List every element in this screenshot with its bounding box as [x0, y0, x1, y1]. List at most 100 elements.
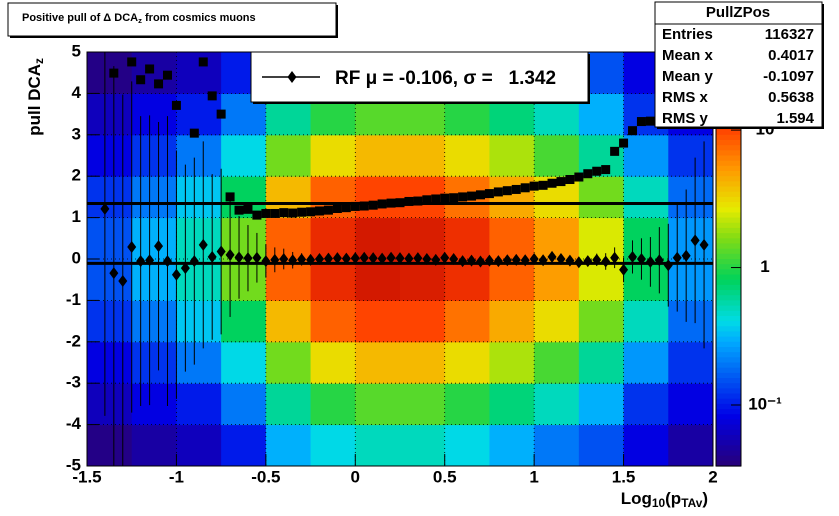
- y-tick-label: -5: [66, 455, 81, 474]
- diamond-marker: [583, 255, 593, 268]
- square-marker: [529, 181, 539, 191]
- diamond-marker: [520, 254, 530, 267]
- diamond-marker: [422, 253, 432, 265]
- heat-cell: [444, 424, 490, 466]
- color-bar-slice: [716, 305, 741, 312]
- heat-cell: [265, 341, 312, 384]
- diamond-marker: [288, 254, 298, 267]
- diamond-marker: [118, 274, 128, 287]
- heat-cell: [87, 176, 133, 219]
- heat-cell: [176, 176, 222, 219]
- heat-cell: [623, 424, 669, 466]
- heat-cell: [355, 176, 401, 219]
- color-bar-slice: [716, 233, 741, 239]
- square-marker: [645, 116, 655, 126]
- diamond-marker: [315, 253, 325, 265]
- square-marker: [395, 198, 405, 208]
- heat-cell: [400, 300, 446, 343]
- x-tick-label: 1: [529, 467, 538, 486]
- x-tick-label: 0.5: [433, 467, 457, 486]
- square-marker: [520, 183, 530, 193]
- heat-cell: [176, 383, 222, 426]
- color-bar-slice: [716, 165, 741, 172]
- heat-cell: [400, 341, 446, 384]
- heat-cell: [534, 341, 580, 384]
- diamond-marker: [154, 240, 164, 253]
- square-marker: [127, 57, 137, 67]
- heat-cell: [444, 217, 490, 260]
- diamond-marker: [502, 254, 512, 267]
- diamond-marker: [279, 253, 289, 265]
- x-axis-title-part: (p: [665, 489, 681, 508]
- square-marker: [628, 126, 638, 136]
- diamond-marker: [645, 255, 655, 268]
- color-bar-slice: [716, 357, 741, 364]
- square-marker: [386, 198, 396, 208]
- diamond-marker: [449, 253, 459, 265]
- diamond-marker: [654, 254, 664, 267]
- square-marker: [225, 192, 235, 202]
- square-marker: [574, 172, 584, 182]
- square-marker: [431, 194, 441, 204]
- heat-cell: [400, 383, 446, 426]
- diamond-marker: [252, 251, 262, 264]
- square-marker: [297, 207, 307, 217]
- diamond-marker: [162, 255, 172, 268]
- color-bar-slice: [716, 227, 741, 234]
- square-marker: [162, 70, 172, 80]
- heat-cell: [131, 93, 177, 136]
- square-marker: [189, 128, 199, 138]
- diamond-marker: [511, 253, 521, 266]
- heat-cell: [578, 383, 625, 426]
- heat-cell: [578, 259, 625, 301]
- stats-label: Entries: [662, 26, 713, 43]
- color-bar-slice: [716, 129, 741, 136]
- diamond-marker: [574, 256, 584, 269]
- diamond-marker: [556, 253, 566, 265]
- heat-cell: [221, 341, 267, 384]
- diamond-marker: [207, 250, 217, 263]
- heat-cell: [489, 341, 535, 384]
- color-bar-slice: [716, 341, 741, 348]
- diamond-marker: [145, 254, 155, 267]
- diamond-marker: [636, 253, 646, 265]
- color-bar-slice: [716, 378, 741, 384]
- x-tick-label: 0: [351, 467, 360, 486]
- diamond-marker: [109, 267, 119, 280]
- stats-value: 116327: [765, 26, 814, 43]
- square-marker: [440, 193, 450, 203]
- color-bar-slice: [716, 409, 741, 415]
- heat-cell: [668, 424, 713, 466]
- color-bar-slice: [716, 290, 741, 296]
- heat-cell: [265, 300, 312, 343]
- diamond-marker: [440, 251, 450, 264]
- diamond-marker: [341, 252, 351, 265]
- heat-cell: [310, 424, 356, 466]
- axes: -1.5 -1 -0.5 0 0.5 1 1.5 2 -5 -4 -3 -2 -1 0 1 2 3 4 5 Log10…: [25, 41, 717, 510]
- color-bar-slice: [716, 429, 741, 436]
- y-tick-label: -2: [66, 331, 81, 350]
- heat-cell: [355, 424, 401, 466]
- heat-cell: [355, 217, 401, 260]
- diamond-marker: [287, 71, 297, 83]
- square-marker: [261, 208, 271, 218]
- square-marker: [341, 203, 351, 213]
- color-bar-slice: [716, 460, 741, 467]
- diamond-marker: [359, 251, 369, 264]
- color-bar-slice: [716, 424, 741, 431]
- color-bar-slice: [716, 134, 741, 141]
- heat-cell: [534, 424, 580, 466]
- color-bar-slice: [716, 284, 741, 291]
- square-marker: [592, 166, 602, 176]
- color-bar-slice: [716, 367, 741, 374]
- diamond-marker: [136, 255, 146, 268]
- square-marker: [207, 91, 217, 101]
- y-tick-label: 4: [72, 83, 82, 102]
- square-marker: [368, 200, 378, 210]
- color-bar-slice: [716, 238, 741, 245]
- heat-cell: [489, 383, 535, 426]
- heat-cell: [489, 300, 535, 343]
- x-tick-label: 1.5: [612, 467, 636, 486]
- heat-cell: [444, 341, 490, 384]
